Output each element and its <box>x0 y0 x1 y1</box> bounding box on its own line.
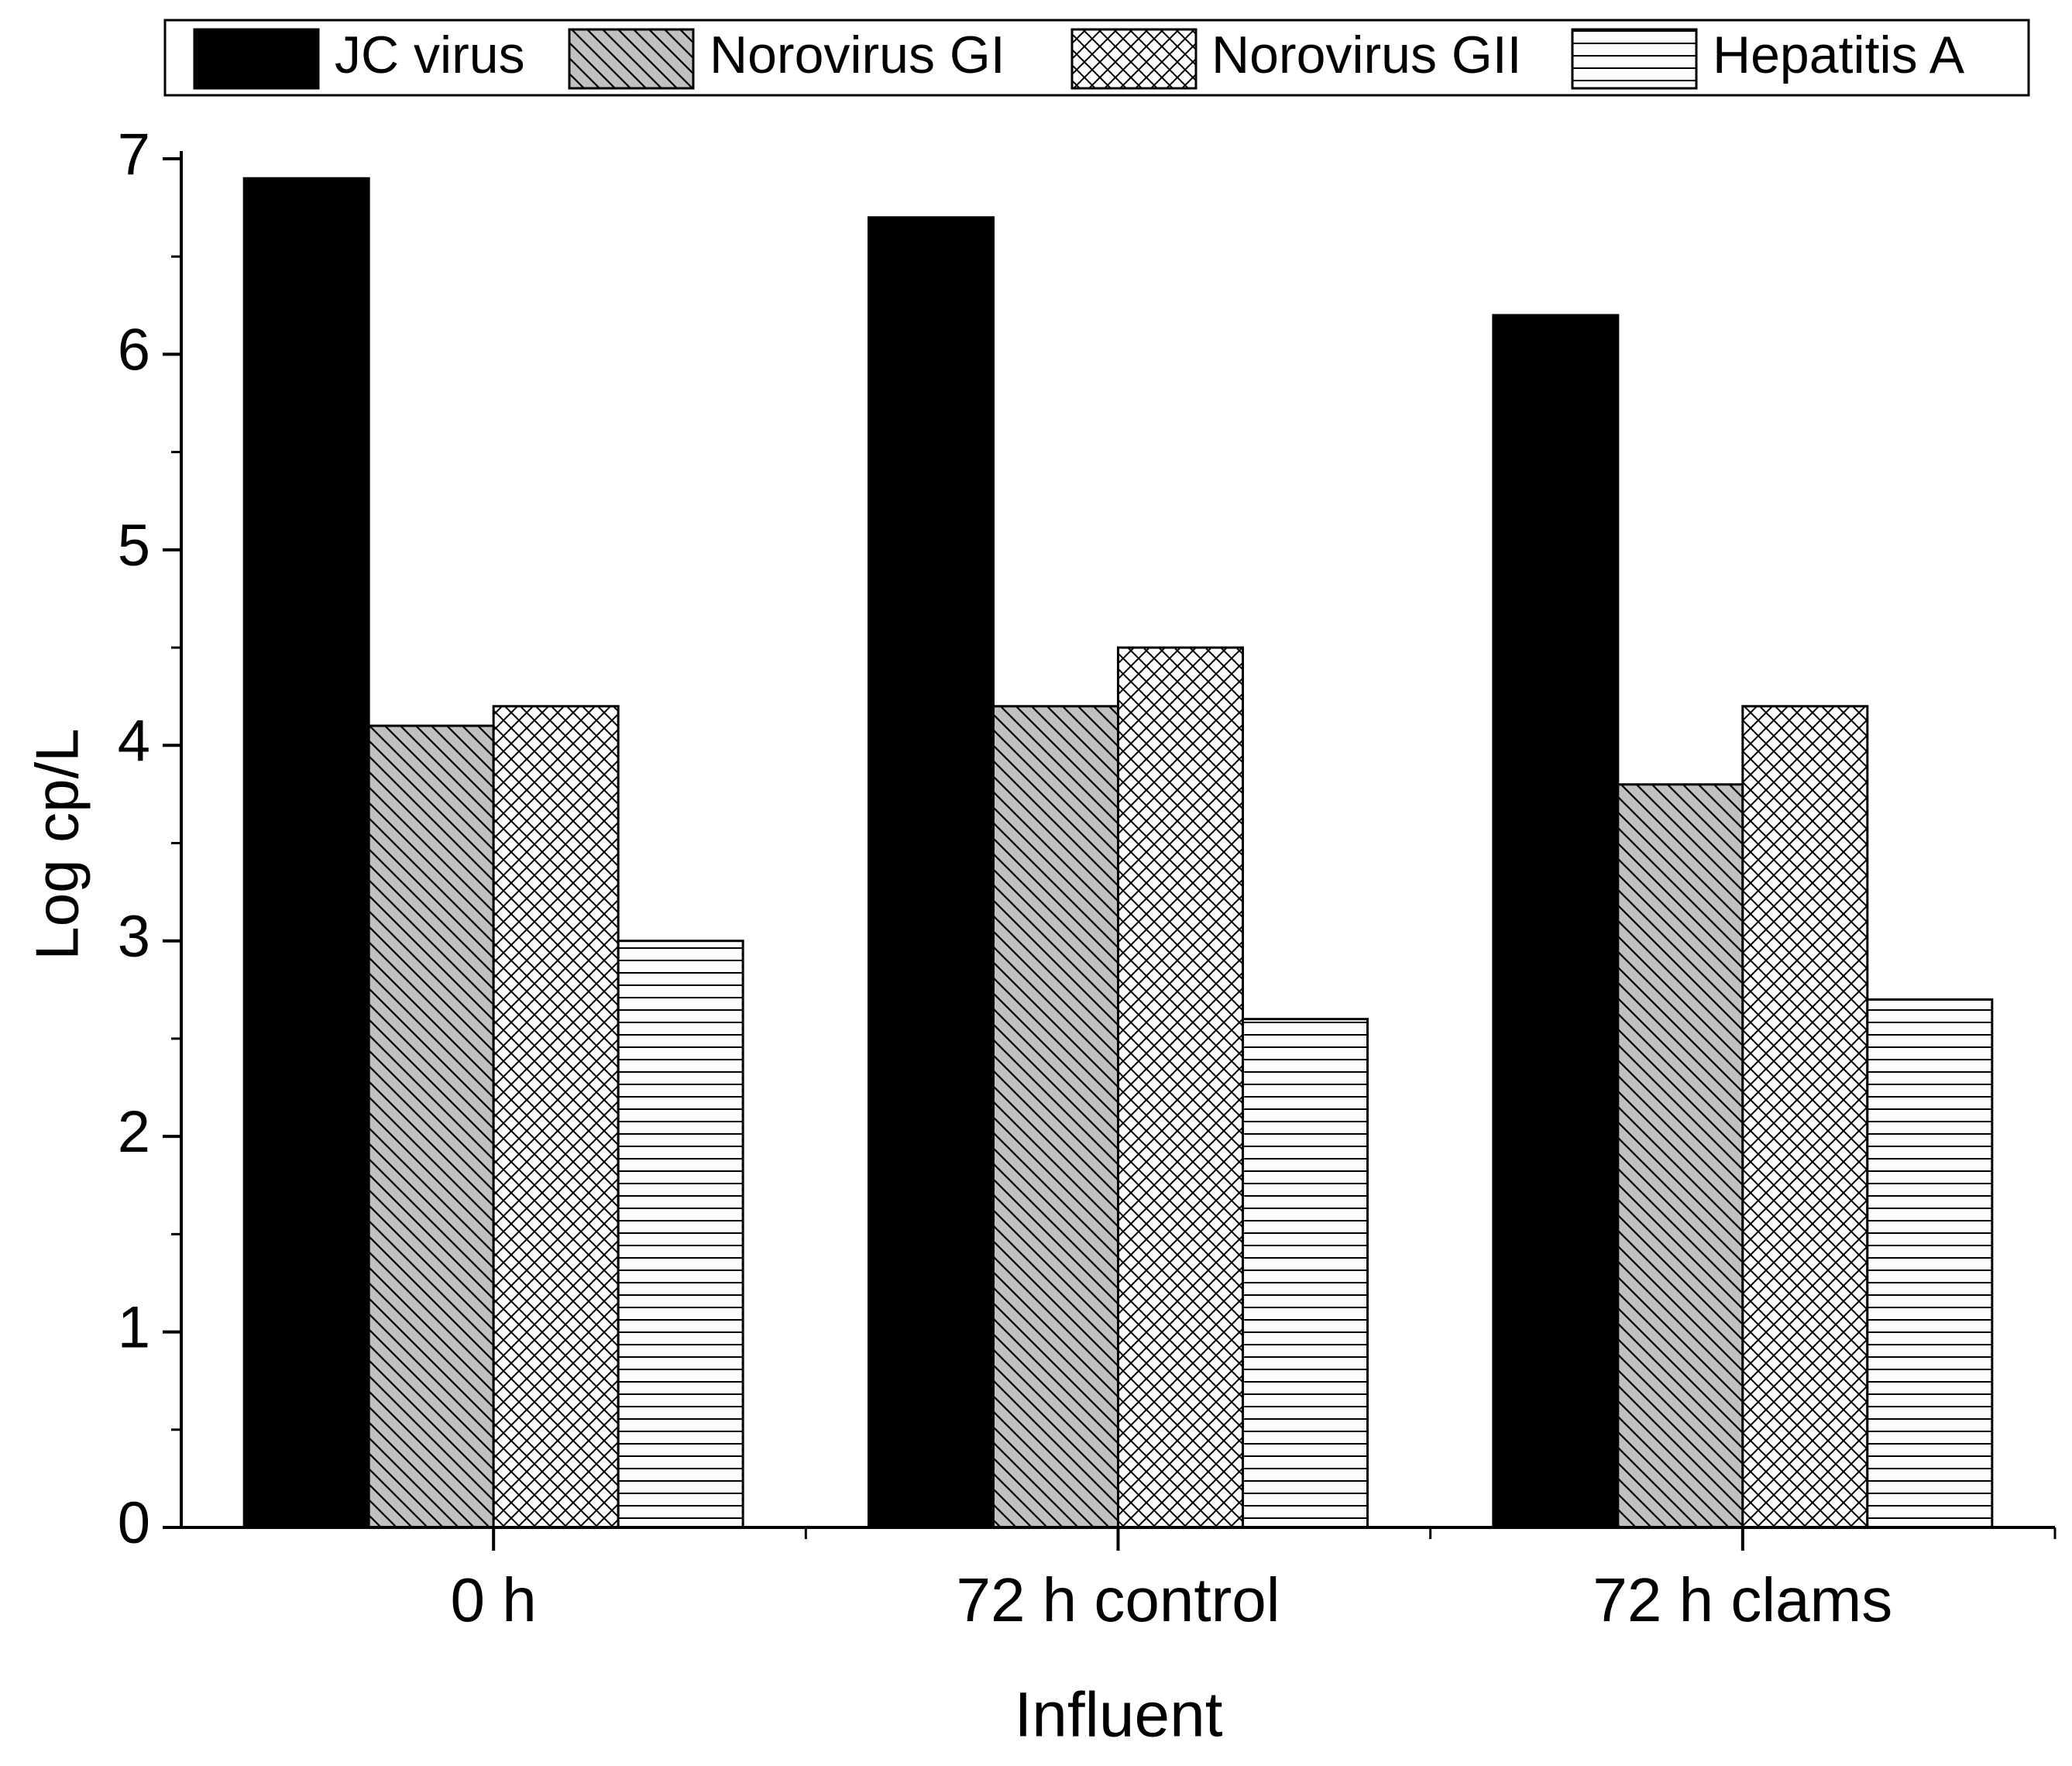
bar <box>992 705 1119 1529</box>
y-tick-label: 1 <box>118 1295 150 1361</box>
bar <box>617 940 744 1529</box>
legend-label: JC virus <box>335 26 525 84</box>
x-tick-label: 72 h clams <box>1593 1565 1892 1634</box>
y-axis-label: Log cp/L <box>23 728 91 960</box>
y-tick-label: 6 <box>118 318 150 383</box>
bar <box>868 216 995 1529</box>
legend-label: Norovirus GI <box>710 26 1005 84</box>
x-tick-label: 0 h <box>451 1565 537 1634</box>
legend-label: Hepatitis A <box>1713 26 1965 84</box>
legend-swatch <box>1070 28 1197 90</box>
x-axis-label: Influent <box>1015 1680 1223 1751</box>
bar <box>1617 783 1744 1529</box>
bar <box>492 705 620 1529</box>
legend-swatch <box>568 28 695 90</box>
bar <box>1117 646 1244 1529</box>
legend-swatch <box>1571 28 1698 90</box>
bar <box>367 724 495 1529</box>
y-tick-label: 4 <box>118 708 150 774</box>
y-tick-label: 5 <box>118 513 150 579</box>
legend-swatch <box>193 28 320 90</box>
bar <box>1866 998 1994 1529</box>
bar <box>1492 314 1620 1529</box>
y-tick-label: 2 <box>118 1099 150 1165</box>
y-tick-label: 7 <box>118 122 150 187</box>
bar <box>1242 1018 1369 1529</box>
bar <box>1741 705 1869 1529</box>
x-tick-label: 72 h control <box>956 1565 1280 1634</box>
bar <box>242 177 370 1529</box>
legend-label: Norovirus GII <box>1211 26 1522 84</box>
y-tick-label: 0 <box>118 1490 150 1556</box>
y-tick-label: 3 <box>118 904 150 970</box>
